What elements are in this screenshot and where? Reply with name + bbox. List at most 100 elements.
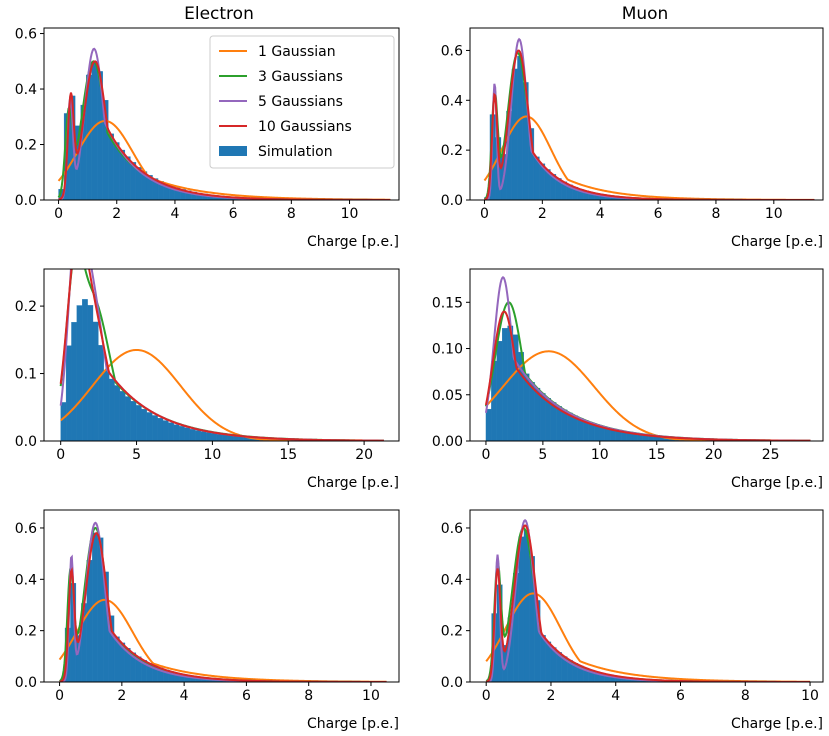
histogram-bar bbox=[168, 422, 174, 441]
axes-frame bbox=[43, 509, 400, 683]
y-tick-label: 0.6 bbox=[441, 521, 463, 537]
histogram-bar bbox=[60, 402, 67, 441]
histogram-bar bbox=[125, 396, 131, 441]
histogram-bar bbox=[135, 405, 142, 441]
histogram-bar bbox=[232, 436, 239, 441]
x-tick-label: 6 bbox=[676, 688, 685, 704]
x-tick-label: 10 bbox=[341, 206, 359, 222]
panel-muon-row1: 0 2 4 6 8 10 0.0 0.2 0.4 0.6 Charge [p.e.] bbox=[441, 27, 824, 250]
histogram-bar bbox=[91, 61, 98, 200]
panel-muon-row3: 0 2 4 6 8 10 0.0 0.2 0.4 0.6 Charge [p.e.] bbox=[441, 509, 824, 732]
axes-frame bbox=[43, 27, 400, 201]
x-axis-label: Charge [p.e.] bbox=[731, 475, 823, 491]
y-tick-label: 0.0 bbox=[441, 675, 463, 691]
x-tick-label: 5 bbox=[132, 447, 141, 463]
y-tick-label: 0.2 bbox=[15, 624, 37, 640]
x-tick-label: 0 bbox=[480, 206, 489, 222]
histogram-bar bbox=[205, 432, 212, 441]
x-tick-label: 10 bbox=[203, 447, 221, 463]
y-tick-label: 0.0 bbox=[15, 675, 37, 691]
histogram-bar bbox=[109, 378, 115, 441]
x-tick-label: 2 bbox=[538, 206, 547, 222]
histogram-bar bbox=[87, 305, 94, 441]
histogram-bars bbox=[486, 529, 811, 682]
x-tick-label: 0 bbox=[54, 206, 63, 222]
histogram-bar bbox=[152, 415, 158, 441]
histogram-bar bbox=[157, 417, 164, 441]
histogram-bar bbox=[65, 345, 72, 441]
x-tick-label: 25 bbox=[762, 447, 780, 463]
x-tick-label: 0 bbox=[481, 447, 490, 463]
fit-curve-g10 bbox=[484, 310, 811, 441]
histogram-bar bbox=[216, 434, 223, 441]
histogram-bars bbox=[485, 325, 811, 441]
legend-swatch-simulation bbox=[219, 146, 247, 156]
y-tick-label: 0.2 bbox=[15, 299, 37, 315]
histogram-bar bbox=[534, 387, 541, 441]
x-tick-label: 0 bbox=[56, 447, 65, 463]
legend-label: 5 Gaussians bbox=[258, 94, 343, 110]
histogram-bar bbox=[485, 408, 492, 441]
legend-label: 10 Gaussians bbox=[258, 119, 352, 135]
x-tick-label: 8 bbox=[711, 206, 720, 222]
histogram-bar bbox=[200, 431, 207, 441]
y-tick-label: 0.0 bbox=[15, 193, 37, 209]
histogram-bar bbox=[227, 435, 234, 441]
x-tick-label: 10 bbox=[801, 688, 819, 704]
x-tick-label: 10 bbox=[591, 447, 609, 463]
histogram-bar bbox=[82, 299, 88, 441]
histogram-bar bbox=[130, 401, 137, 441]
histogram-bar bbox=[195, 430, 201, 441]
panel-muon-row2: 0 5 10 15 20 25 0.00 0.05 0.10 0.15 Charge [p.e.] bbox=[432, 268, 824, 491]
y-tick-label: 0.1 bbox=[15, 367, 37, 383]
x-tick-label: 8 bbox=[741, 688, 750, 704]
x-tick-label: 8 bbox=[287, 206, 296, 222]
histogram-bar bbox=[523, 529, 530, 682]
x-axis-label: Charge [p.e.] bbox=[307, 475, 399, 491]
x-axis-label: Charge [p.e.] bbox=[731, 716, 823, 732]
x-tick-label: 8 bbox=[304, 688, 313, 704]
x-axis-label: Charge [p.e.] bbox=[307, 234, 399, 250]
x-tick-label: 20 bbox=[705, 447, 723, 463]
y-tick-label: 0.0 bbox=[441, 193, 463, 209]
y-tick-label: 0.05 bbox=[432, 388, 463, 404]
x-tick-label: 4 bbox=[596, 206, 605, 222]
x-tick-label: 0 bbox=[482, 688, 491, 704]
y-tick-label: 0.6 bbox=[441, 43, 463, 59]
histogram-bar bbox=[141, 408, 148, 441]
column-title-muon: Muon bbox=[622, 4, 669, 24]
x-tick-label: 10 bbox=[362, 688, 380, 704]
histogram-bar bbox=[146, 412, 153, 441]
y-tick-label: 0.0 bbox=[15, 434, 37, 450]
x-tick-label: 4 bbox=[611, 688, 620, 704]
histogram-bar bbox=[71, 322, 77, 441]
axes-frame bbox=[469, 268, 824, 442]
x-tick-label: 20 bbox=[355, 447, 373, 463]
x-tick-label: 4 bbox=[180, 688, 189, 704]
histogram-bar bbox=[162, 420, 169, 441]
histogram-bar bbox=[529, 382, 535, 441]
legend-label: 3 Gaussians bbox=[258, 69, 343, 85]
y-tick-label: 0.2 bbox=[441, 624, 463, 640]
axes-frame bbox=[469, 27, 824, 201]
x-tick-label: 0 bbox=[55, 688, 64, 704]
legend: 1 Gaussian 3 Gaussians 5 Gaussians 10 Gauss… bbox=[209, 35, 395, 169]
histogram-bar bbox=[184, 427, 191, 441]
x-tick-label: 15 bbox=[279, 447, 297, 463]
legend-label: Simulation bbox=[258, 144, 333, 160]
legend-box bbox=[209, 35, 395, 169]
histogram-bar bbox=[545, 398, 551, 441]
histogram-bar bbox=[189, 429, 196, 441]
x-tick-label: 6 bbox=[229, 206, 238, 222]
histogram-bar bbox=[238, 436, 244, 441]
y-tick-label: 0.4 bbox=[15, 82, 37, 98]
fit-curve-g10 bbox=[59, 269, 384, 441]
histogram-bar bbox=[119, 391, 126, 441]
histogram-bar bbox=[211, 433, 218, 441]
x-tick-label: 4 bbox=[170, 206, 179, 222]
x-tick-label: 15 bbox=[648, 447, 666, 463]
histogram-bar bbox=[550, 402, 557, 441]
x-tick-label: 10 bbox=[765, 206, 783, 222]
x-tick-label: 6 bbox=[242, 688, 251, 704]
